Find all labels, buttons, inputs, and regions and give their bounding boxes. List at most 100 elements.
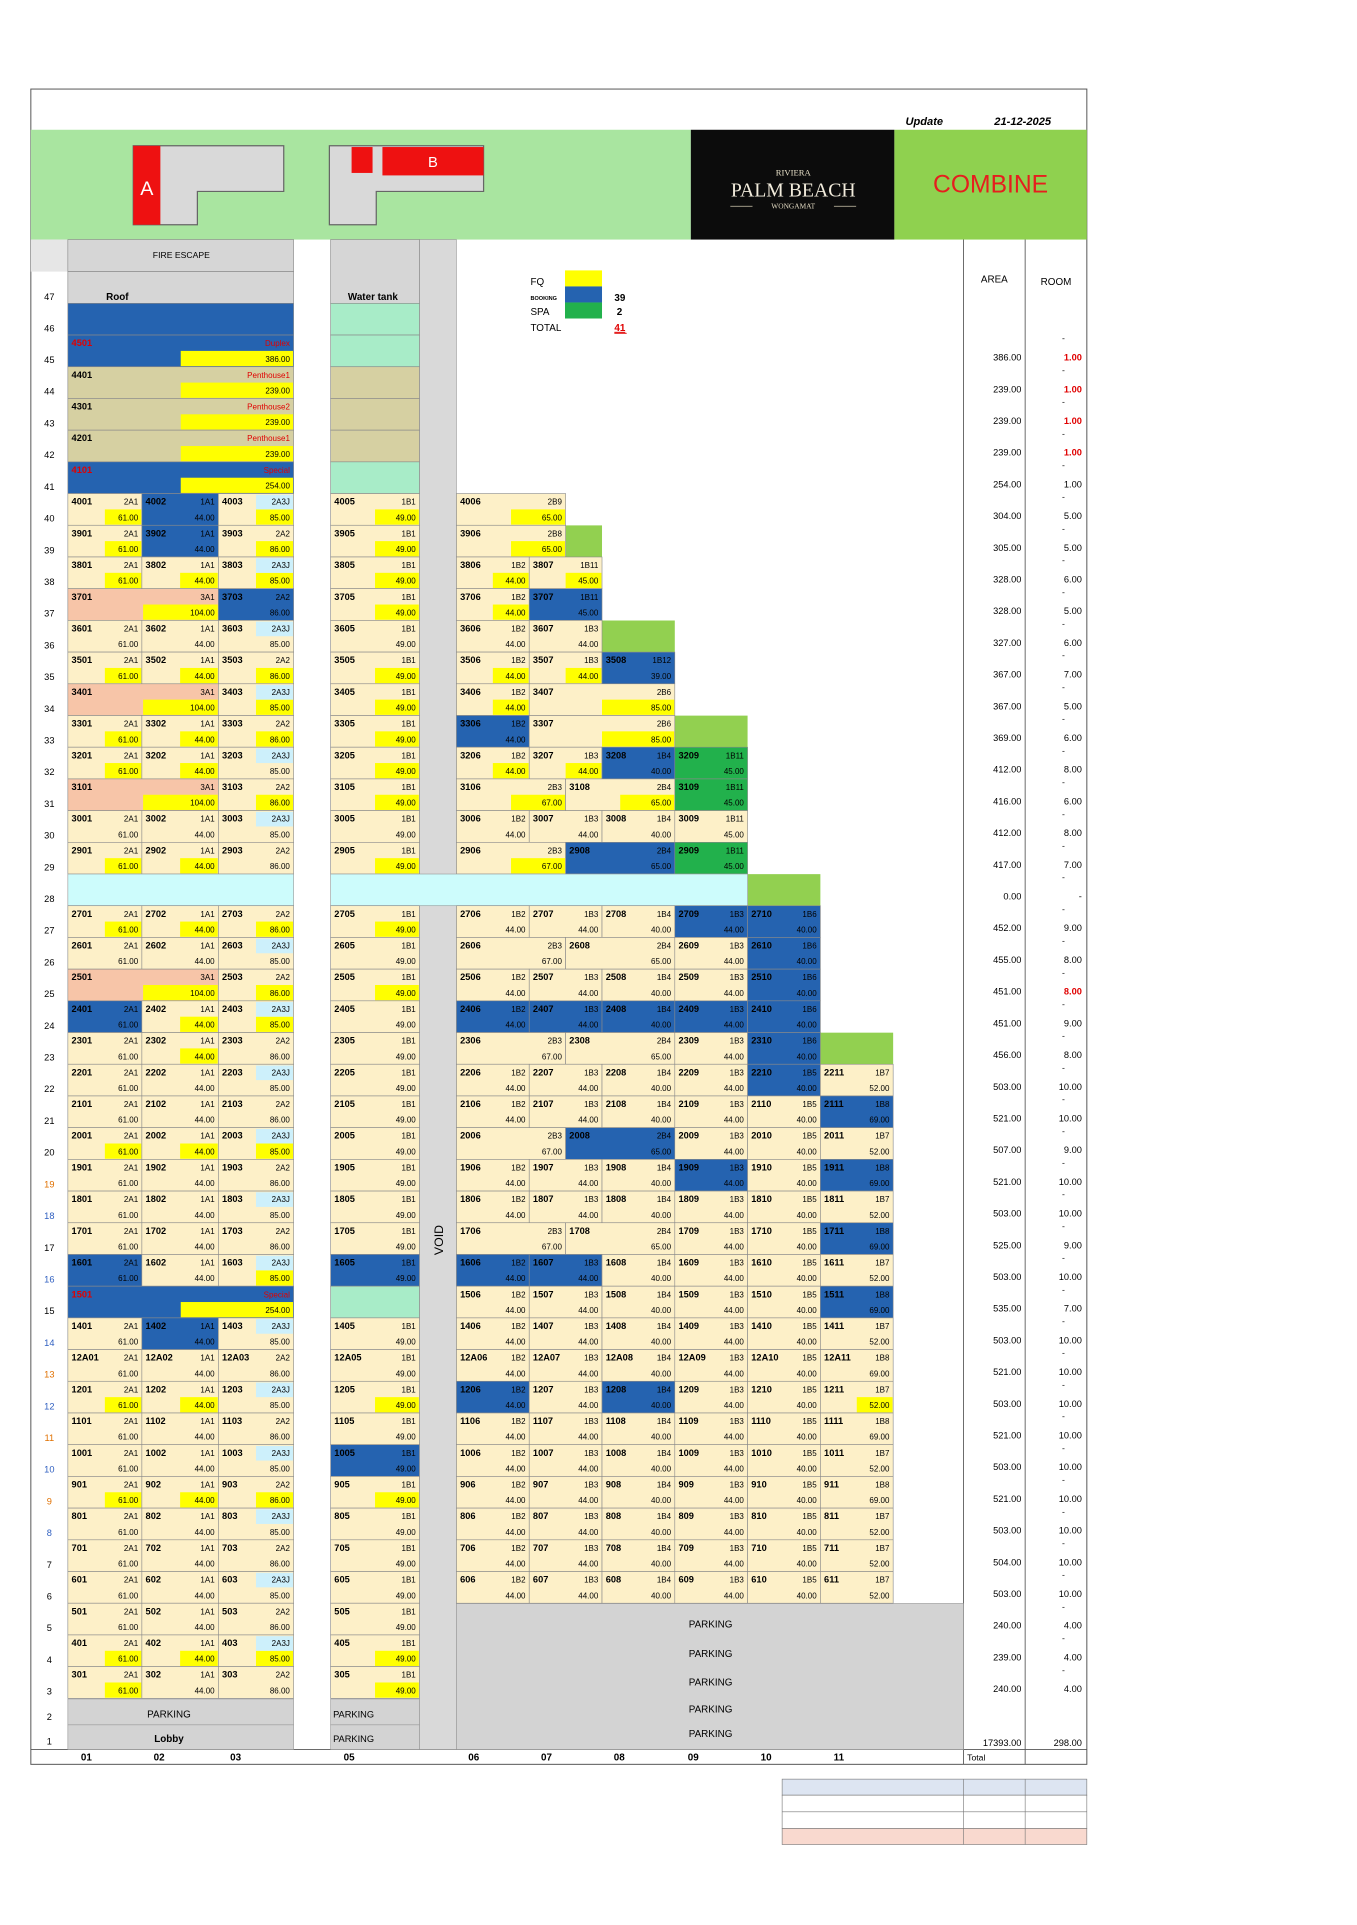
unit-number: 3806 [460, 560, 481, 570]
unit-type: Duplex [265, 339, 290, 348]
unit-area: 44.00 [578, 1496, 599, 1505]
unit-type: 1B4 [657, 1322, 672, 1331]
unit-area: 44.00 [578, 767, 599, 776]
unit-type: 1B3 [730, 1544, 745, 1553]
fq-highlight [180, 921, 218, 937]
unit-area: 40.00 [797, 1116, 818, 1125]
unit-type: 1B2 [511, 656, 526, 665]
unit-type: 1B2 [511, 624, 526, 633]
unit-type: 1B2 [511, 1354, 526, 1363]
unit-type: 1B2 [511, 1512, 526, 1521]
area-value: 503.00 [993, 1209, 1021, 1219]
unit-area: 49.00 [396, 1116, 417, 1125]
unit-type: 1B1 [402, 498, 417, 507]
unit-area: 49.00 [396, 1147, 417, 1156]
unit-type: 1B2 [511, 1481, 526, 1490]
unit-area: 67.00 [542, 1052, 563, 1061]
unit-area: 44.00 [578, 989, 599, 998]
unit-cell [330, 1127, 420, 1160]
unit-cell [218, 588, 294, 621]
fq-highlight [375, 667, 419, 684]
unit-cell [601, 1444, 676, 1477]
unit-type: 1A1 [200, 1259, 215, 1268]
unit-number: 3703 [222, 592, 243, 602]
unit-number: 1905 [334, 1162, 355, 1172]
unit-area: 40.00 [651, 1401, 672, 1410]
unit-area: 44.00 [578, 1464, 599, 1473]
unit-area: 40.00 [651, 925, 672, 934]
unit-cell [820, 1412, 894, 1446]
unit-type: 1B2 [511, 973, 526, 982]
unit-type: 2A3J [272, 942, 290, 951]
unit-number: 2110 [751, 1099, 771, 1109]
unit-number: 3306 [460, 719, 481, 729]
room-dash: - [1062, 333, 1065, 343]
unit-type: 1B3 [584, 1544, 599, 1553]
unit-area: 40.00 [651, 1179, 672, 1188]
unit-number: 2206 [460, 1067, 481, 1077]
room-value: 4.00 [1064, 1621, 1082, 1631]
unit-area: 44.00 [195, 1591, 216, 1600]
unit-type: 2B4 [657, 1227, 672, 1236]
unit-type: 2B9 [548, 498, 563, 507]
unit-area: 65.00 [651, 799, 672, 808]
type-highlight [255, 938, 293, 954]
unit-number: 1811 [824, 1194, 844, 1204]
unit-number: 3807 [533, 560, 554, 570]
filler-cell [330, 366, 420, 399]
unit-cell [456, 1539, 530, 1572]
unit-type: 1B4 [657, 1544, 672, 1553]
unit-type: 1B2 [511, 1068, 526, 1077]
unit-number: 1911 [824, 1162, 844, 1172]
room-dash: - [1062, 872, 1065, 882]
room-value: 10.00 [1059, 1399, 1082, 1409]
floor-label: 11 [45, 1433, 55, 1443]
unit-number: 1605 [334, 1258, 355, 1268]
floor-label: 23 [44, 1053, 54, 1063]
unit-number: 2706 [460, 909, 481, 919]
unit-number: 1411 [824, 1321, 844, 1331]
unit-type: 2B3 [548, 783, 563, 792]
unit-type: 1B3 [730, 1195, 745, 1204]
unit-number: 605 [334, 1575, 349, 1585]
unit-type: 1B2 [511, 1005, 526, 1014]
unit-type: 1B1 [402, 1417, 417, 1426]
unit-area: 45.00 [724, 767, 745, 776]
unit-area: 40.00 [797, 1306, 818, 1315]
unit-area: 45.00 [724, 862, 745, 871]
area-value: 455.00 [993, 955, 1021, 965]
unit-type: 1B3 [584, 1576, 599, 1585]
unit-cell [67, 1095, 143, 1128]
unit-type: 1B5 [802, 1449, 817, 1458]
unit-type: 1B5 [802, 1195, 817, 1204]
room-value: 9.00 [1064, 1145, 1082, 1155]
unit-cell [456, 1254, 530, 1287]
floor-label: 43 [44, 418, 54, 428]
unit-type: 2A2 [276, 1671, 291, 1680]
unit-type: 3A1 [200, 973, 215, 982]
unit-number: 3005 [334, 814, 355, 824]
unit-number: 1001 [72, 1448, 93, 1458]
unit-type: 2A3J [272, 1195, 290, 1204]
unit-area: 44.00 [578, 1021, 599, 1030]
fq-highlight [104, 763, 142, 779]
unit-number: 1709 [679, 1226, 700, 1236]
fq-highlight [104, 1682, 142, 1698]
unit-cell [528, 905, 603, 938]
unit-area: 44.00 [195, 1623, 216, 1632]
unit-number: 2610 [751, 941, 772, 951]
unit-area: 49.00 [396, 1369, 417, 1378]
unit-cell [330, 810, 420, 843]
unit-type: 1B1 [402, 910, 417, 919]
unit-type: 2A3J [272, 751, 290, 760]
unit-area: 40.00 [797, 1528, 818, 1537]
unit-number: 1607 [533, 1258, 554, 1268]
unit-type: 1B5 [802, 1132, 817, 1141]
room-value: 7.00 [1064, 860, 1082, 870]
unit-area: 44.00 [724, 1211, 745, 1220]
unit-number: 3405 [334, 687, 355, 697]
unit-type: 1B1 [402, 1544, 417, 1553]
unit-area: 40.00 [797, 1147, 818, 1156]
unit-number: 402 [146, 1638, 161, 1648]
fq-highlight [104, 509, 142, 525]
